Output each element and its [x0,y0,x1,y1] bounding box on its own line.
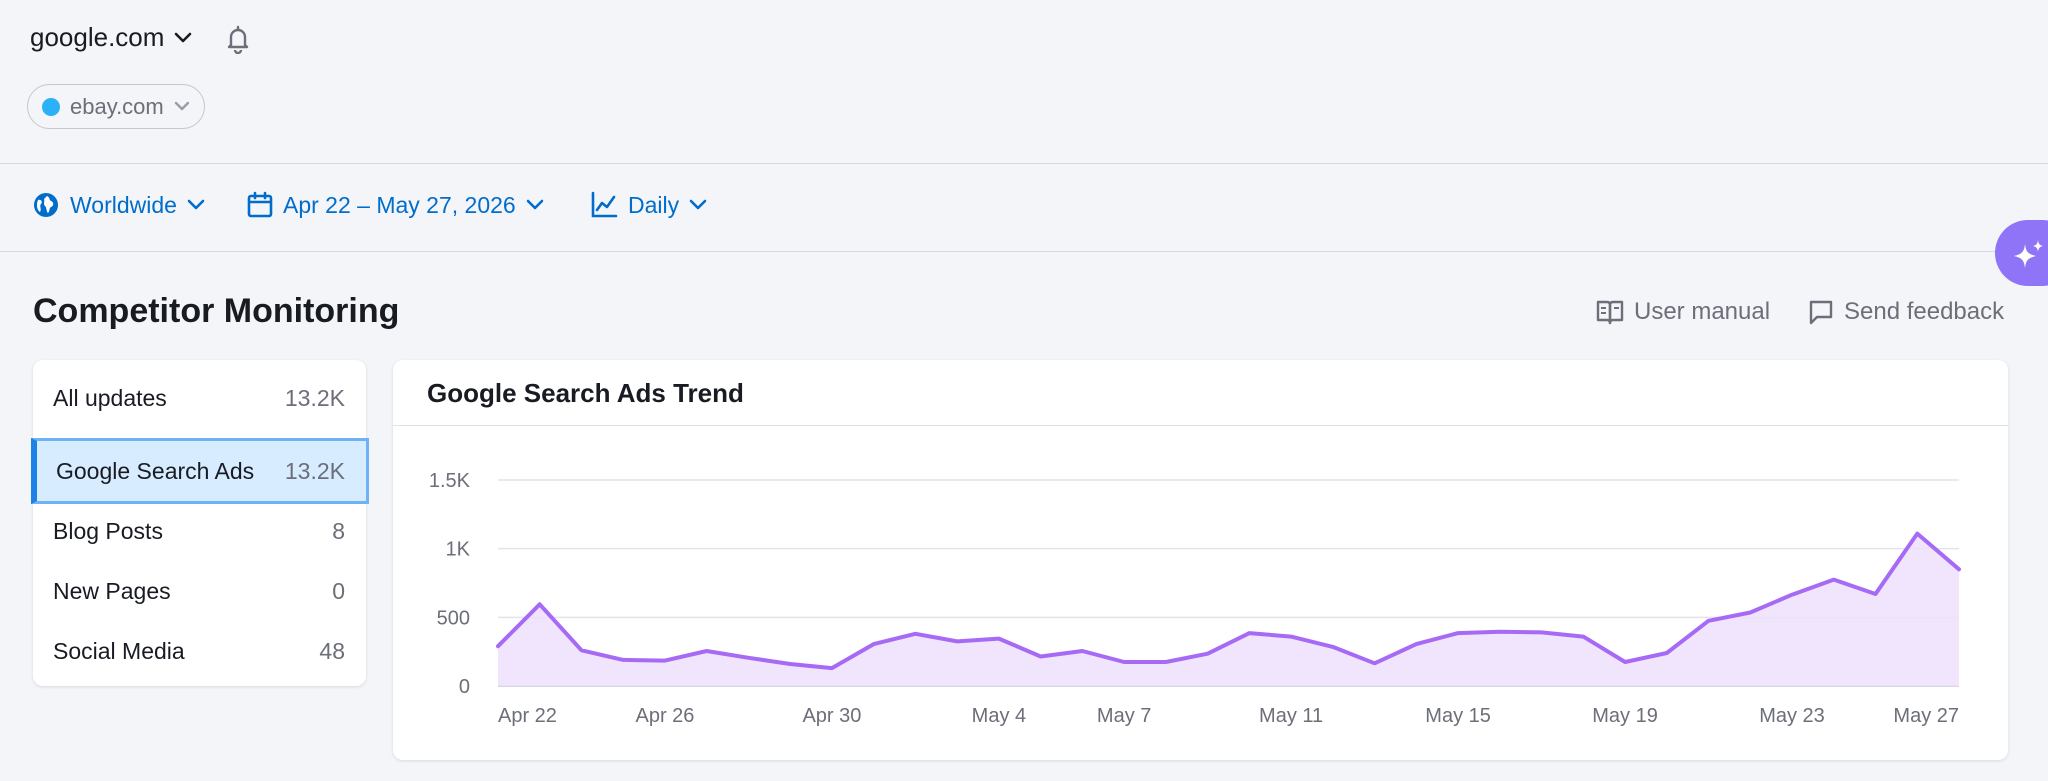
competitor-color-dot [42,97,60,116]
top-bar: google.com ebay.com [0,0,2048,164]
date-range-filter[interactable]: Apr 22 – May 27, 2026 [247,191,544,219]
sidebar-item-count: 13.2K [284,384,345,411]
y-tick-label: 1K [446,539,471,561]
trend-chart: 0 500 1K 1.5K Apr 22 Apr 26 Apr 30 May 4 May 7 Ma… [429,470,1961,727]
x-tick-label: May 11 [1259,705,1323,727]
project-selector[interactable]: google.com [30,22,192,53]
sidebar-item-label: New Pages [53,577,171,604]
location-label: Worldwide [70,191,177,218]
series-area [498,533,1959,686]
chevron-down-icon [175,32,192,42]
x-tick-label: Apr 26 [636,705,695,727]
filter-bar: Worldwide Apr 22 – May 27, 2026 Daily [0,165,2048,252]
sparkle-icon [2014,240,2043,268]
y-tick-label: 1.5K [429,470,471,492]
chevron-down-icon [526,199,544,210]
sidebar-item-label: Social Media [53,637,185,664]
x-tick-label: Apr 30 [802,705,861,727]
trend-chart-card: Google Search Ads Trend 0 500 1K 1.5K Apr 22… [393,360,2008,760]
competitor-name: ebay.com [70,93,164,119]
sidebar-item-count: 48 [319,637,345,664]
user-manual-label: User manual [1634,298,1771,325]
sidebar-item-label: Google Search Ads [56,457,255,484]
send-feedback-link[interactable]: Send feedback [1808,298,2004,326]
location-filter[interactable]: Worldwide [32,191,205,219]
sidebar-item-blog-posts[interactable]: Blog Posts 8 [33,501,366,561]
x-tick-label: May 27 [1893,705,1959,727]
send-feedback-label: Send feedback [1844,298,2005,325]
comment-icon [1809,300,1833,325]
chart-title: Google Search Ads Trend [427,378,744,408]
bell-icon[interactable] [224,24,252,54]
y-tick-label: 0 [459,676,470,698]
sidebar-item-label: All updates [53,384,167,411]
granularity-filter[interactable]: Daily [590,191,707,219]
line-chart-icon [591,191,618,218]
chevron-down-icon [187,199,205,210]
x-tick-label: May 7 [1097,705,1151,727]
x-tick-label: May 19 [1592,705,1658,727]
sidebar-item-label: Blog Posts [53,517,163,544]
chevron-down-icon [174,101,189,111]
divider [393,425,2008,426]
competitor-chip[interactable]: ebay.com [27,84,205,129]
ai-assistant-button[interactable] [1995,220,2048,286]
x-tick-label: May 15 [1425,705,1491,727]
page-title: Competitor Monitoring [33,292,400,330]
y-tick-label: 500 [437,607,470,629]
calendar-icon [247,191,273,218]
sidebar-item-count: 8 [332,517,345,544]
globe-icon [34,193,58,217]
chevron-down-icon [689,199,707,210]
x-tick-label: May 4 [972,705,1026,727]
series-line [496,531,1961,671]
sidebar-item-new-pages[interactable]: New Pages 0 [33,561,366,621]
sidebar-item-all-updates[interactable]: All updates 13.2K [33,368,366,428]
update-types-sidebar: All updates 13.2K Google Search Ads 13.2… [31,360,369,686]
sidebar-item-count: 13.2K [284,457,345,484]
book-icon [1596,300,1624,325]
x-tick-label: May 23 [1759,705,1825,727]
sidebar-item-social-media[interactable]: Social Media 48 [33,621,366,681]
granularity-label: Daily [628,191,680,218]
user-manual-link[interactable]: User manual [1596,298,1770,326]
x-tick-label: Apr 22 [498,705,557,727]
sidebar-item-count: 0 [332,577,345,604]
date-range-label: Apr 22 – May 27, 2026 [283,191,516,218]
sidebar-item-google-search-ads[interactable]: Google Search Ads 13.2K [31,438,369,504]
project-name: google.com [30,22,165,52]
